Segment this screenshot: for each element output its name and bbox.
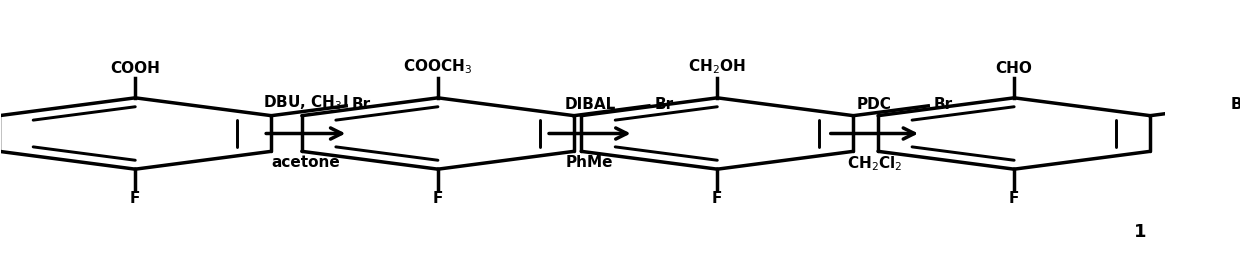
Text: Br: Br — [934, 97, 954, 112]
Text: PDC: PDC — [857, 97, 892, 112]
Text: COOH: COOH — [110, 61, 160, 76]
Text: CH$_2$Cl$_2$: CH$_2$Cl$_2$ — [847, 155, 903, 173]
Text: CHO: CHO — [996, 61, 1033, 76]
Text: Br: Br — [352, 97, 371, 112]
Text: acetone: acetone — [272, 155, 340, 170]
Text: DBU, CH$_3$I: DBU, CH$_3$I — [263, 94, 348, 112]
Text: 1: 1 — [1133, 223, 1146, 241]
Text: PhMe: PhMe — [567, 155, 614, 170]
Text: COOCH$_3$: COOCH$_3$ — [403, 58, 472, 76]
Text: F: F — [130, 191, 140, 206]
Text: Br: Br — [1231, 97, 1240, 112]
Text: F: F — [1009, 191, 1019, 206]
Text: F: F — [433, 191, 443, 206]
Text: CH$_2$OH: CH$_2$OH — [688, 58, 746, 76]
Text: DIBAL: DIBAL — [564, 97, 615, 112]
Text: F: F — [712, 191, 723, 206]
Text: Br: Br — [655, 97, 673, 112]
